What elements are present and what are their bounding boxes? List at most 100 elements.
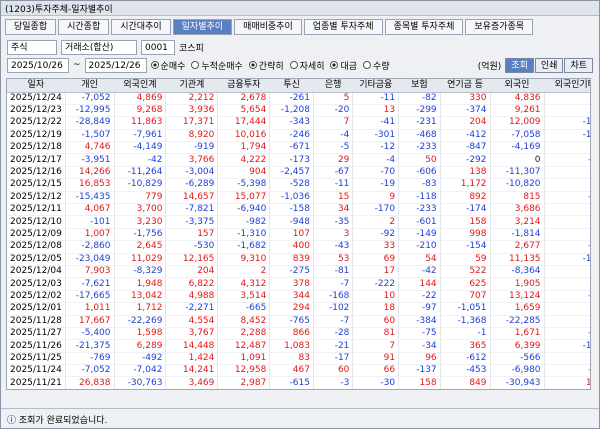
value-cell: 1,671 bbox=[490, 327, 545, 341]
value-cell: 6,822 bbox=[165, 277, 219, 291]
table-row: 2025/12/18 4,746 -4,149 -919 1,794 -671 -5 -12-… bbox=[7, 141, 590, 155]
value-cell: -62 bbox=[544, 364, 590, 378]
code-select[interactable]: 0001 bbox=[141, 39, 175, 55]
date-cell: 2025/12/08 bbox=[7, 240, 66, 254]
table-row: 2025/12/17 -3,951 -42 3,766 4,222 -173 29 -4 50-… bbox=[7, 153, 590, 167]
value-cell: -982 bbox=[217, 215, 271, 229]
tab[interactable]: 당일종합 bbox=[5, 19, 57, 35]
tab[interactable]: 시간종합 bbox=[58, 19, 110, 35]
table-row: 2025/12/23 -12,995 9,268 3,936 5,654 -1,208 -2… bbox=[7, 104, 590, 118]
header-cell: 일자 bbox=[7, 79, 66, 93]
value-cell: -7,042 bbox=[114, 364, 167, 378]
value-cell: -4,149 bbox=[114, 141, 167, 155]
button[interactable]: 인쇄 bbox=[534, 57, 564, 73]
tab[interactable]: 일자별추이 bbox=[172, 19, 233, 35]
value-cell: -1,310 bbox=[217, 228, 271, 242]
value-cell: 17,444 bbox=[217, 116, 271, 130]
header-cell: 투신 bbox=[269, 79, 314, 93]
value-cell: -21,375 bbox=[65, 339, 115, 353]
button[interactable]: 차트 bbox=[564, 57, 593, 73]
value-cell: 3,230 bbox=[114, 215, 167, 229]
value-cell: -43 bbox=[313, 240, 354, 254]
radio[interactable]: 수량 bbox=[363, 59, 390, 72]
value-cell: -7 bbox=[313, 277, 354, 291]
tab[interactable]: 종목별 투자주체 bbox=[384, 19, 464, 35]
radio-label: 순매수 bbox=[160, 61, 186, 72]
value-cell: 5 bbox=[313, 92, 354, 105]
value-cell: 2 bbox=[352, 215, 400, 229]
radio[interactable]: 대금 bbox=[330, 59, 357, 72]
value-cell: 707 bbox=[440, 290, 491, 304]
value-cell: 29 bbox=[313, 153, 354, 167]
value-cell: -110 bbox=[544, 339, 590, 353]
table-row: 2025/11/25 -769 -492 1,424 1,091 83 -17 91 96 -61… bbox=[7, 352, 590, 366]
radio-dot[interactable] bbox=[150, 61, 159, 69]
value-cell: 9,310 bbox=[217, 253, 271, 266]
value-cell: 13 bbox=[352, 104, 400, 118]
tab[interactable]: 매매비중추이 bbox=[234, 19, 302, 35]
value-cell: 33 bbox=[544, 92, 590, 105]
value-cell: -81 bbox=[313, 265, 354, 279]
radio-dot[interactable] bbox=[363, 61, 372, 69]
value-cell: 59 bbox=[440, 253, 491, 266]
value-cell: 4,067 bbox=[65, 203, 115, 217]
date-cell: 2025/11/25 bbox=[7, 352, 66, 366]
radio[interactable]: 누적순매수 bbox=[191, 59, 243, 72]
value-cell: 3,700 bbox=[114, 203, 167, 217]
tab[interactable]: 보유증가종목 bbox=[465, 19, 534, 35]
header-cell: 기관계 bbox=[165, 79, 219, 93]
value-cell: 17 bbox=[352, 265, 400, 279]
value-cell: -158 bbox=[269, 203, 314, 217]
value-cell: 849 bbox=[440, 376, 491, 389]
value-cell: 34 bbox=[313, 203, 354, 217]
value-cell: 11,029 bbox=[114, 253, 167, 266]
value-cell: 12,009 bbox=[490, 116, 545, 130]
exchange-select[interactable]: 거래소(합산) bbox=[61, 39, 137, 55]
value-cell: -374 bbox=[440, 104, 491, 118]
radio-dot[interactable] bbox=[289, 61, 298, 69]
tab[interactable]: 업종별 투자주체 bbox=[303, 19, 383, 35]
value-cell: 58 bbox=[544, 228, 590, 242]
tab[interactable]: 시간대추이 bbox=[111, 19, 171, 35]
radio-label: 누적순매수 bbox=[201, 61, 243, 72]
tilde: ~ bbox=[73, 60, 81, 70]
value-cell: -73 bbox=[544, 327, 590, 341]
end-date[interactable]: 2025/12/26 bbox=[84, 57, 147, 73]
value-cell: 96 bbox=[398, 352, 441, 366]
value-cell: 378 bbox=[269, 277, 314, 291]
value-cell: 294 bbox=[269, 302, 314, 316]
value-cell: -149 bbox=[398, 228, 441, 242]
value-cell: -468 bbox=[398, 129, 441, 143]
value-cell: 15,077 bbox=[217, 191, 271, 205]
value-cell: 1,091 bbox=[217, 352, 271, 366]
value-cell: -17,665 bbox=[65, 290, 115, 304]
radio[interactable]: 간략히 bbox=[248, 59, 284, 72]
button[interactable]: 조회 bbox=[505, 57, 534, 73]
value-cell: -5,400 bbox=[65, 327, 115, 341]
status: 조회가 완료되었습니다. bbox=[18, 416, 108, 426]
value-cell: 9 bbox=[352, 191, 400, 205]
value-cell: 74 bbox=[544, 352, 590, 366]
value-cell: -168 bbox=[313, 290, 354, 304]
radio-dot[interactable] bbox=[248, 61, 257, 69]
radio-dot[interactable] bbox=[330, 61, 339, 69]
value-cell: 10,016 bbox=[217, 129, 271, 143]
value-cell: 6,399 bbox=[490, 339, 545, 353]
value-cell: 625 bbox=[440, 277, 491, 291]
value-cell: -154 bbox=[440, 240, 491, 254]
start-date[interactable]: 2025/10/26 bbox=[7, 57, 69, 73]
radio-dot[interactable] bbox=[191, 61, 200, 69]
value-cell: 2,678 bbox=[217, 92, 271, 105]
radio[interactable]: 순매수 bbox=[150, 59, 186, 72]
radio[interactable]: 자세히 bbox=[289, 59, 324, 72]
radio-label: 대금 bbox=[340, 61, 358, 72]
value-cell: -30 bbox=[352, 376, 400, 389]
value-cell: 83 bbox=[269, 352, 314, 366]
value-cell: 1,007 bbox=[65, 228, 115, 242]
value-cell: -12 bbox=[352, 141, 400, 155]
value-cell: -1,368 bbox=[440, 315, 491, 328]
table-row: 2025/11/27 -5,400 1,598 3,767 2,288 866 -28 81-… bbox=[7, 327, 590, 341]
table-row: 2025/12/19 -1,507 -7,961 8,920 10,016 -246 -4-… bbox=[7, 129, 590, 143]
market-select[interactable]: 주식 bbox=[7, 39, 57, 55]
